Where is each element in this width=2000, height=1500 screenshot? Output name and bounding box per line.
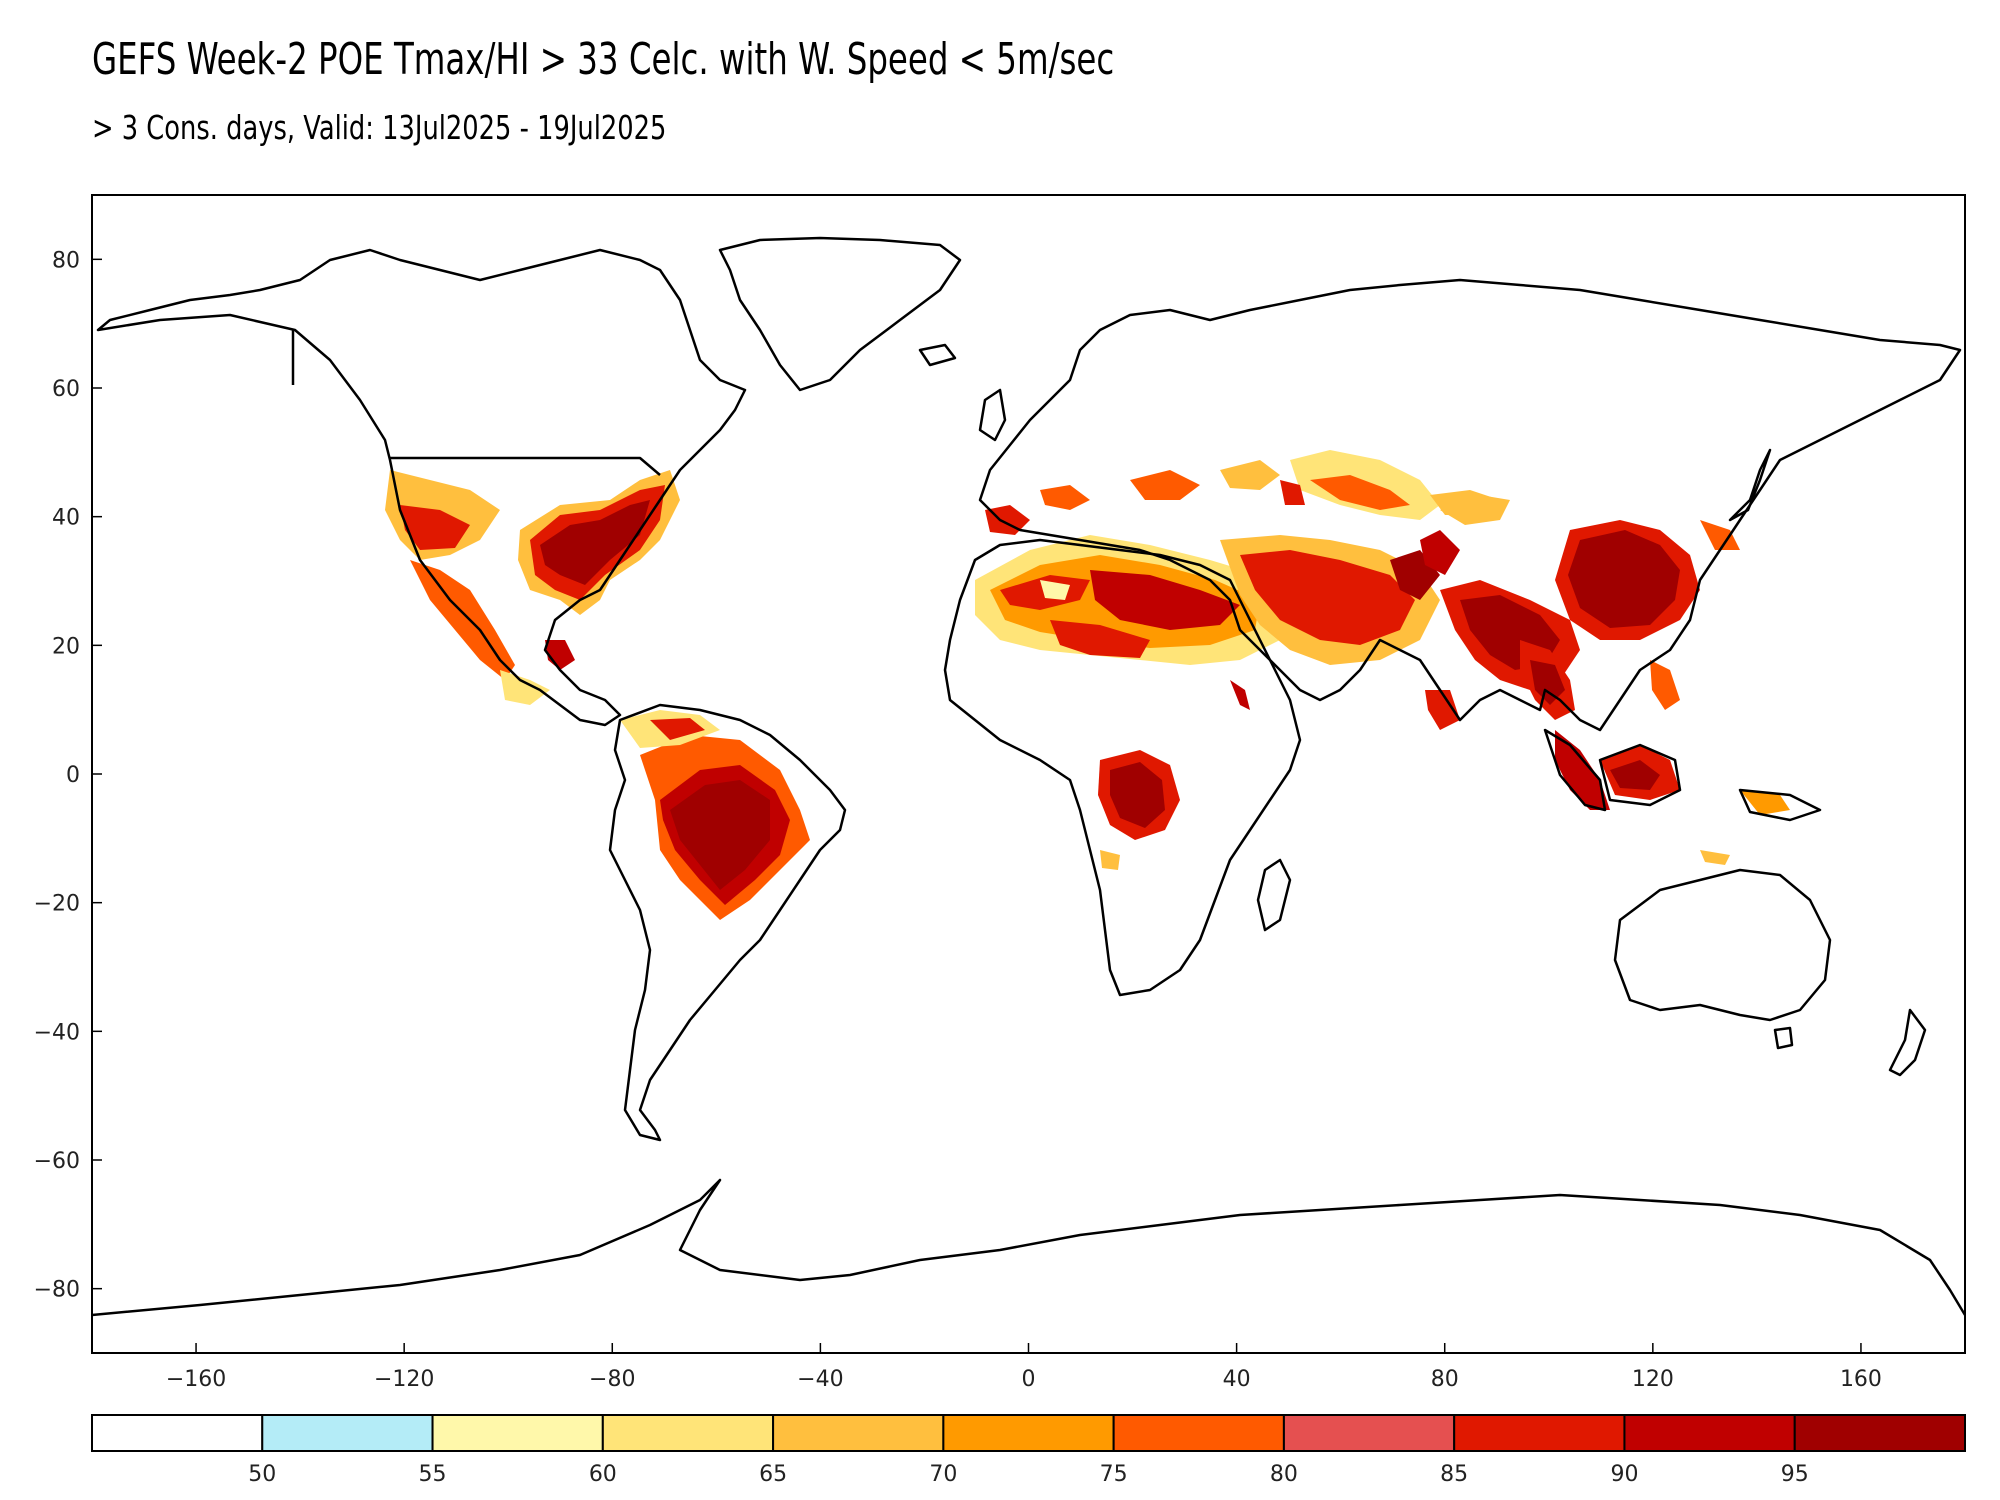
colorbar-swatch — [772, 1414, 945, 1452]
y-tick-label: 80 — [52, 248, 80, 273]
outline-eurasia — [978, 278, 1962, 732]
heat-region-europe — [985, 460, 1305, 535]
heat-region-usa — [518, 470, 680, 615]
colorbar-swatch — [431, 1414, 604, 1452]
map-subtitle: > 3 Cons. days, Valid: 13Jul2025 - 19Jul… — [92, 108, 667, 147]
outline-madagascar — [1256, 858, 1292, 932]
outline-new-guinea — [1738, 788, 1822, 822]
heat-region-china — [1440, 495, 1740, 640]
y-tick-label: 0 — [66, 763, 80, 788]
colorbar-swatch — [1793, 1414, 1967, 1452]
colorbar-label: 55 — [419, 1462, 447, 1487]
colorbar-swatch — [942, 1414, 1115, 1452]
outline-japan — [1728, 448, 1772, 522]
colorbar-swatch — [1623, 1414, 1796, 1452]
x-tick-label: −160 — [166, 1367, 226, 1392]
y-tick-label: −60 — [34, 1149, 80, 1174]
x-tick-label: −80 — [589, 1367, 635, 1392]
x-tick-label: −120 — [374, 1367, 434, 1392]
heat-region-middle-east — [1220, 530, 1460, 710]
coastline-outlines — [92, 236, 1965, 1317]
colorbar-label: 80 — [1270, 1462, 1298, 1487]
y-tick-label: 40 — [52, 506, 80, 531]
colorbar-swatch — [1282, 1414, 1456, 1452]
outline-iceland — [918, 343, 957, 367]
colorbar-label: 70 — [929, 1462, 957, 1487]
outline-australia — [1613, 868, 1832, 1022]
colorbar-label: 85 — [1440, 1462, 1468, 1487]
outline-north-america — [96, 248, 747, 727]
colorbar-swatch — [1112, 1414, 1285, 1452]
y-tick-label: 20 — [52, 634, 80, 659]
x-tick-label: 0 — [1022, 1367, 1036, 1392]
y-tick-label: −20 — [34, 892, 80, 917]
outline-south-america — [608, 703, 847, 1142]
colorbar-swatch — [91, 1414, 264, 1452]
x-tick-label: 40 — [1223, 1367, 1251, 1392]
heat-region-north-africa — [975, 535, 1290, 665]
colorbar-label: 60 — [589, 1462, 617, 1487]
outline-greenland — [718, 236, 962, 392]
heat-region-central-africa — [1098, 750, 1180, 870]
colorbar-label: 90 — [1610, 1462, 1638, 1487]
x-tick-label: 120 — [1632, 1367, 1674, 1392]
heat-region-south-america — [620, 710, 810, 920]
colorbar-label: 65 — [759, 1462, 787, 1487]
probability-overlay — [385, 450, 1790, 920]
outline-new-zealand — [1888, 1008, 1927, 1077]
x-tick-label: 80 — [1431, 1367, 1459, 1392]
x-axis: −160 −120 −80 −40 0 40 80 120 160 — [166, 1343, 1882, 1392]
border-us-canada — [390, 456, 661, 476]
y-tick-label: −40 — [34, 1020, 80, 1045]
colorbar-swatch — [1453, 1414, 1626, 1452]
outline-sumatra — [1543, 728, 1607, 812]
outline-borneo — [1598, 743, 1682, 807]
x-tick-label: −40 — [797, 1367, 843, 1392]
colorbar-legend: 50 55 60 65 70 75 80 85 90 95 — [91, 1414, 1967, 1487]
y-tick-label: 60 — [52, 377, 80, 402]
colorbar-label: 75 — [1100, 1462, 1128, 1487]
map-title: GEFS Week-2 POE Tmax/HI > 33 Celc. with … — [92, 34, 1115, 85]
x-tick-label: 160 — [1840, 1367, 1882, 1392]
outline-antarctica — [92, 1178, 1965, 1317]
colorbar-swatch — [261, 1414, 434, 1452]
colorbar-label: 95 — [1781, 1462, 1809, 1487]
y-axis: 80 60 40 20 0 −20 −40 −60 −80 — [34, 248, 102, 1303]
y-tick-label: −80 — [34, 1278, 80, 1303]
outline-africa — [943, 538, 1302, 997]
colorbar-swatch — [601, 1414, 775, 1452]
outline-tasmania — [1773, 1026, 1794, 1050]
plot-frame — [91, 194, 1966, 1354]
heat-region-us-west — [385, 470, 575, 705]
colorbar-label: 50 — [248, 1462, 276, 1487]
heat-region-oceania — [1700, 790, 1790, 865]
outline-uk — [978, 388, 1007, 442]
